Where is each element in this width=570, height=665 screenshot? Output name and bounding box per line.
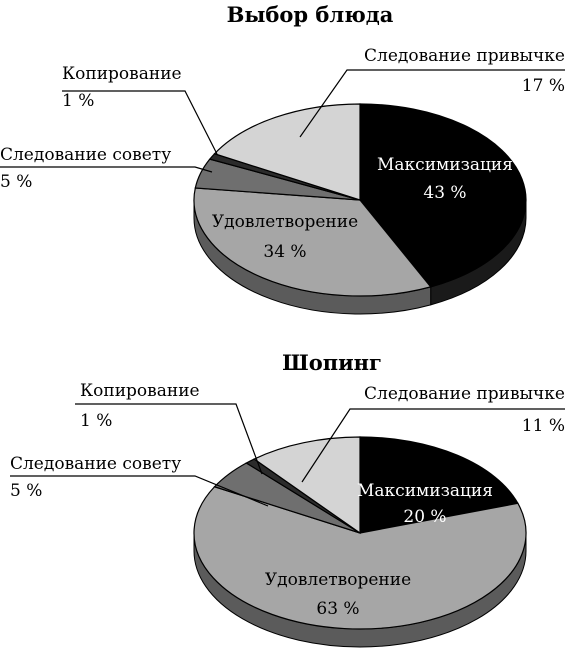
leader-line-following-advice: [10, 475, 269, 507]
slice-value-copying: 1 %: [62, 91, 94, 111]
slice-value-copying: 1 %: [80, 411, 112, 431]
slice-label-satisficing: Удовлетворение: [265, 570, 411, 590]
chart-title-dish: Выбор блюда: [227, 2, 394, 27]
leader-line-following-habit: [299, 69, 565, 138]
pie-slice-maximizing: [359, 436, 519, 534]
slice-value-following-habit: 11 %: [522, 416, 565, 436]
pie-slice-satisficing: [193, 187, 432, 297]
slice-value-satisficing: 34 %: [263, 242, 306, 262]
slice-value-following-habit: 17 %: [522, 76, 565, 96]
pie-chart-shopping: Максимизация 20 % Удовлетворение 63 % Следов…: [10, 381, 565, 648]
slice-value-satisficing: 63 %: [316, 599, 359, 619]
leader-line-copying: [75, 403, 263, 475]
slice-label-maximizing: Максимизация: [377, 155, 513, 175]
pie-slice-satisficing: [193, 486, 527, 630]
slice-value-maximizing: 43 %: [423, 183, 466, 203]
pie-slice-following-habit: [213, 103, 361, 201]
pie-slice-maximizing: [359, 103, 527, 288]
slice-label-following-advice: Следование совету: [0, 145, 171, 165]
slice-value-following-advice: 5 %: [10, 481, 42, 501]
slice-value-maximizing: 20 %: [403, 507, 446, 527]
leader-line-copying: [62, 90, 218, 155]
leader-line-following-habit: [301, 408, 565, 483]
chart-title-shopping: Шопинг: [282, 350, 382, 375]
slice-label-following-habit: Следование привычке: [364, 46, 565, 66]
pie-slice-following-habit: [253, 436, 361, 535]
slice-label-copying: Копирование: [80, 381, 200, 401]
slice-label-following-advice: Следование совету: [10, 454, 181, 474]
slice-label-maximizing: Максимизация: [357, 481, 493, 501]
slice-label-copying: Копирование: [62, 64, 182, 84]
slice-value-following-advice: 5 %: [0, 172, 32, 192]
leader-line-following-advice: [0, 166, 213, 173]
slice-label-following-habit: Следование привычке: [364, 384, 565, 404]
slice-label-satisficing: Удовлетворение: [212, 212, 358, 232]
pie-chart-dish: Максимизация 43 % Удовлетворение 34 % Следов…: [0, 46, 565, 315]
